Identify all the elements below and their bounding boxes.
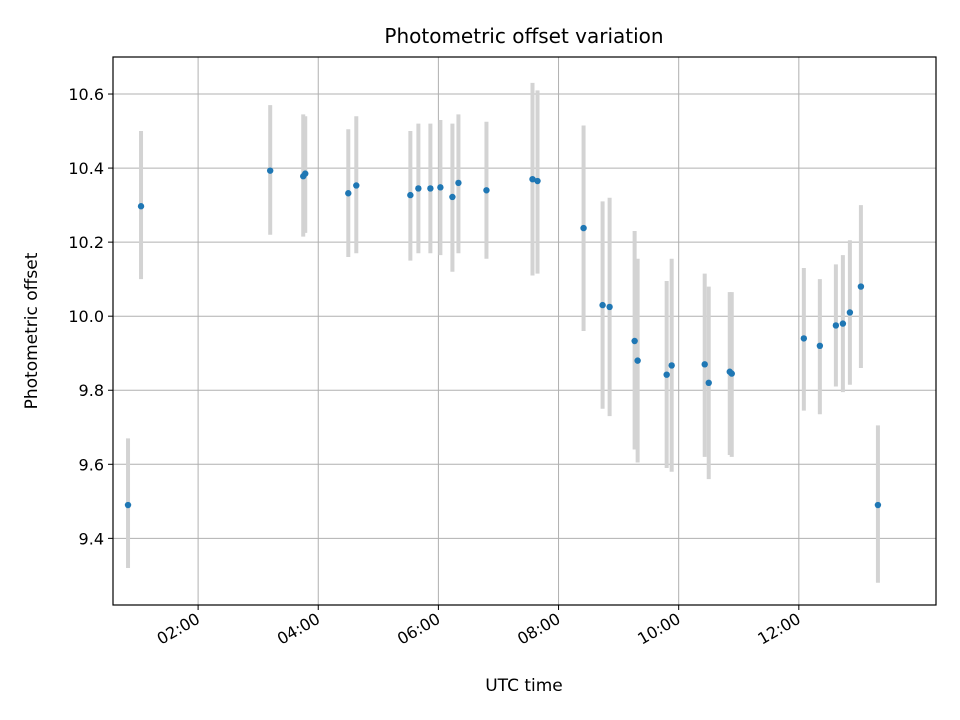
y-tick-label: 10.0 bbox=[68, 307, 104, 326]
data-point bbox=[839, 320, 847, 327]
x-axis-label: UTC time bbox=[485, 676, 563, 696]
data-point bbox=[663, 371, 670, 378]
x-tick-label: 08:00 bbox=[514, 609, 563, 649]
data-point bbox=[846, 309, 854, 316]
data-point bbox=[832, 322, 840, 329]
x-tick-label: 10:00 bbox=[634, 609, 683, 649]
y-tick-label: 10.4 bbox=[68, 159, 104, 178]
data-point bbox=[437, 184, 444, 191]
data-point bbox=[407, 191, 414, 199]
data-point bbox=[345, 190, 352, 197]
data-point bbox=[874, 501, 882, 509]
data-point bbox=[606, 303, 613, 311]
data-point bbox=[302, 170, 309, 177]
y-tick-label: 9.4 bbox=[79, 529, 104, 548]
data-point bbox=[668, 362, 675, 369]
y-tick-label: 9.8 bbox=[79, 381, 104, 400]
data-point bbox=[634, 357, 641, 364]
chart-title: Photometric offset variation bbox=[384, 24, 663, 48]
data-point bbox=[800, 335, 808, 342]
data-point bbox=[266, 167, 274, 174]
x-axis-ticks: 02:00 04:00 06:00 08:00 10:00 12:00 bbox=[154, 605, 804, 649]
y-tick-label: 9.6 bbox=[79, 455, 104, 474]
grid-lines bbox=[113, 57, 936, 605]
y-tick-label: 10.2 bbox=[68, 233, 104, 252]
data-point bbox=[137, 203, 145, 210]
data-point bbox=[415, 185, 422, 192]
data-point bbox=[701, 361, 708, 368]
data-point bbox=[816, 342, 824, 350]
data-point bbox=[534, 177, 541, 185]
data-point bbox=[353, 182, 360, 189]
y-tick-label: 10.6 bbox=[68, 85, 104, 104]
x-tick-label: 04:00 bbox=[274, 609, 323, 649]
data-point bbox=[483, 187, 490, 194]
data-point bbox=[427, 185, 434, 192]
y-axis-label: Photometric offset bbox=[22, 252, 42, 409]
x-tick-label: 02:00 bbox=[154, 609, 203, 649]
data-point bbox=[124, 501, 132, 509]
data-point bbox=[599, 301, 606, 309]
data-point bbox=[449, 193, 456, 201]
data-point bbox=[857, 283, 865, 290]
data-point bbox=[728, 370, 735, 377]
y-axis-ticks: 9.4 9.6 9.8 10.0 10.2 10.4 10.6 bbox=[68, 85, 113, 548]
data-point bbox=[455, 179, 462, 187]
x-tick-label: 12:00 bbox=[754, 609, 803, 649]
data-point bbox=[705, 379, 712, 387]
data-point bbox=[631, 337, 638, 345]
data-point bbox=[580, 224, 587, 232]
error-bars bbox=[126, 82, 880, 583]
data-point bbox=[529, 175, 536, 183]
plot-frame bbox=[112, 56, 937, 606]
x-tick-label: 06:00 bbox=[394, 609, 443, 649]
data-points bbox=[124, 167, 882, 509]
